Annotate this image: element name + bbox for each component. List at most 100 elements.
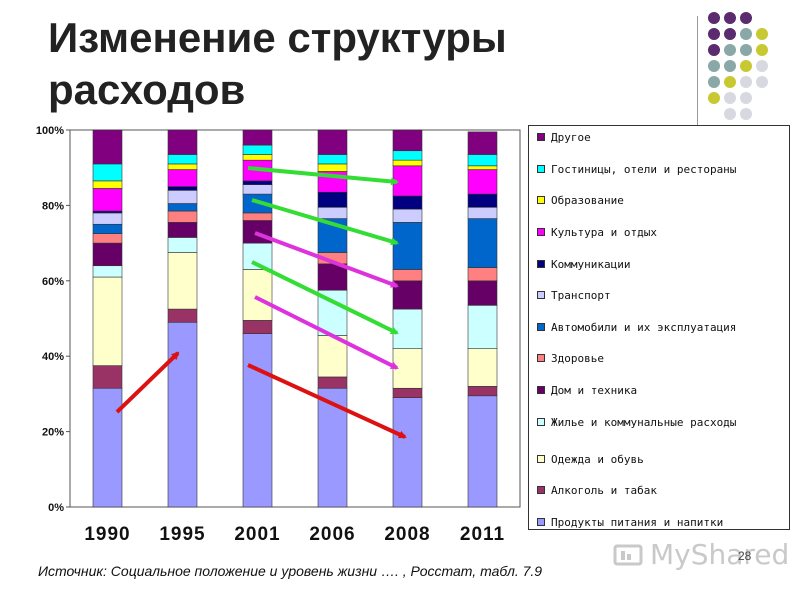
bar-segment	[92, 212, 123, 225]
decorative-dot	[708, 60, 720, 72]
bar-segment	[392, 129, 423, 152]
bar-segment	[242, 154, 273, 161]
bar-segment	[317, 191, 348, 208]
bar-segment	[92, 276, 123, 366]
legend-label: Культура и отдых	[551, 226, 657, 239]
bar-segment	[242, 269, 273, 321]
legend-swatch	[537, 486, 545, 494]
bar-segment	[242, 320, 273, 334]
legend-swatch	[537, 455, 545, 463]
bar-segment	[392, 165, 423, 197]
bar-segment	[467, 348, 498, 387]
decorative-dot	[724, 76, 736, 88]
legend-swatch	[537, 291, 545, 299]
page-title: Изменение структуры расходов	[48, 14, 507, 113]
legend-swatch	[537, 165, 545, 173]
watermark: MyShared	[612, 538, 789, 571]
y-tick-label: 100%	[36, 125, 64, 137]
legend-label: Продукты питания и напитки	[551, 516, 724, 529]
bar-segment	[92, 387, 123, 508]
x-tick-label: 2008	[384, 524, 430, 545]
bar-segment	[92, 265, 123, 278]
decorative-dot	[708, 28, 720, 40]
bar-segment	[317, 263, 348, 291]
bar-segment	[167, 237, 198, 253]
decorative-dot	[724, 12, 736, 24]
bar-segment	[167, 203, 198, 212]
bar-segment	[392, 222, 423, 270]
bar-segment	[392, 208, 423, 223]
bar-segment	[467, 193, 498, 208]
y-tick-label: 60%	[42, 276, 64, 288]
y-tick-label: 0%	[48, 502, 64, 514]
bar-segment	[242, 212, 273, 221]
legend-swatch	[537, 228, 545, 236]
chart-legend: Другое Гостиницы, отели и рестораны Образо…	[528, 125, 790, 530]
legend-label: Здоровье	[551, 352, 604, 365]
bar-segment	[92, 163, 123, 182]
decorative-dot	[708, 92, 720, 104]
red-trend-arrow	[247, 363, 407, 439]
bar-segment	[167, 169, 198, 187]
bar-segment	[167, 186, 198, 191]
decorative-dot	[740, 92, 752, 104]
bar-segment	[392, 348, 423, 389]
legend-label: Транспорт	[551, 289, 611, 302]
bar-segment	[392, 150, 423, 161]
bar-segment	[467, 206, 498, 219]
bar-segment	[92, 180, 123, 189]
bar-segment	[167, 222, 198, 238]
bar-segment	[467, 131, 498, 155]
legend-swatch	[537, 260, 545, 268]
bar-segment	[92, 242, 123, 267]
decorative-dot	[740, 60, 752, 72]
watermark-logo-icon	[613, 544, 643, 566]
slide-number: 28	[738, 549, 752, 563]
bar-segment	[392, 397, 423, 508]
bar-segment	[467, 165, 498, 170]
bar-segment	[317, 206, 348, 219]
bar-segment	[167, 154, 198, 165]
bar-segment	[467, 169, 498, 195]
green-trend-arrow	[251, 260, 399, 335]
bar-segment	[242, 333, 273, 508]
decorative-dot	[708, 12, 720, 24]
bar-segment	[167, 163, 198, 170]
bar-segment	[392, 195, 423, 210]
y-tick-label: 80%	[42, 200, 64, 212]
bar-segment	[317, 387, 348, 508]
decorative-dot	[756, 44, 768, 56]
bar-segment	[467, 154, 498, 167]
decorative-dot	[756, 60, 768, 72]
bar-segment	[467, 280, 498, 306]
legend-swatch	[537, 354, 545, 362]
bar-segment	[92, 365, 123, 389]
legend-label: Коммуникации	[551, 258, 631, 271]
bar-segment	[167, 252, 198, 310]
decorative-dot	[740, 108, 752, 120]
decorative-dot	[756, 28, 768, 40]
x-tick-label: 2006	[309, 524, 355, 545]
red-trend-arrow	[115, 351, 180, 414]
title-divider-line	[697, 16, 698, 144]
bar-segment	[167, 190, 198, 204]
legend-label: Алкоголь и табак	[551, 484, 657, 497]
legend-label: Другое	[551, 131, 591, 144]
bar-segment	[92, 129, 123, 165]
bar-segment	[167, 321, 198, 508]
magenta-trend-arrow	[254, 295, 399, 370]
decorative-dot	[724, 44, 736, 56]
bar-segment	[467, 305, 498, 349]
green-trend-arrow	[251, 198, 399, 246]
bar-segment	[167, 308, 198, 323]
decorative-dot	[740, 76, 752, 88]
bar-segment	[242, 144, 273, 155]
legend-swatch	[537, 518, 545, 526]
legend-label: Образование	[551, 194, 624, 207]
decorative-dot	[724, 60, 736, 72]
decorative-dot	[724, 92, 736, 104]
bar-segment	[467, 267, 498, 282]
x-tick-label: 2001	[234, 524, 280, 545]
bar-segment	[392, 159, 423, 167]
legend-swatch	[537, 418, 545, 426]
